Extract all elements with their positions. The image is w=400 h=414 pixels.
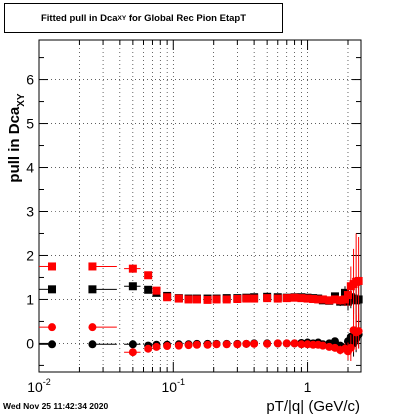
y-tick-label: 2 [26, 247, 34, 263]
data-point-circle [222, 340, 231, 349]
chart-title-main: Fitted pull in Dca [40, 12, 118, 24]
data-point-square [354, 276, 363, 285]
data-point-square [297, 294, 306, 303]
data-point-square [192, 295, 201, 304]
data-point-square [330, 295, 339, 304]
data-point-square [203, 295, 212, 304]
y-axis-label-main: pull in Dca [6, 106, 23, 183]
data-point-circle [263, 339, 272, 348]
data-point-circle [128, 348, 137, 357]
data-point-square [184, 295, 193, 304]
data-point-circle [48, 323, 57, 332]
data-point-square [174, 294, 183, 303]
data-point-square [152, 286, 161, 295]
chart-title-subscript: XY [117, 14, 127, 22]
data-point-square [343, 291, 352, 300]
series-2-circle [39, 321, 363, 357]
y-tick-label: 3 [26, 203, 34, 219]
x-tick-label-base: 1 [304, 379, 312, 395]
data-point-square [144, 271, 153, 280]
data-point-circle [203, 340, 212, 349]
data-point-square [163, 293, 172, 302]
data-point-square [88, 285, 97, 294]
data-point-circle [184, 341, 193, 350]
data-point-circle [144, 344, 153, 353]
grid-lines [38, 40, 361, 372]
data-point-square [144, 285, 153, 294]
x-tick-label-exponent: -1 [177, 377, 185, 387]
data-point-circle [354, 327, 363, 336]
y-tick-label: 1 [26, 291, 34, 307]
series-3-circle [39, 308, 363, 362]
data-point-square [314, 295, 323, 304]
data-point-circle [242, 339, 251, 348]
data-point-square [128, 264, 137, 273]
chart-title: Fitted pull in Dca XY for Global Rec Pion… [4, 3, 283, 33]
data-point-square [303, 294, 312, 303]
axes [38, 39, 362, 373]
x-tick-label-exponent: -2 [43, 377, 51, 387]
data-point-circle [318, 341, 327, 350]
data-point-circle [212, 340, 221, 349]
data-point-circle [163, 342, 172, 351]
data-point-circle [88, 323, 97, 332]
data-point-circle [346, 343, 355, 352]
data-point-circle [174, 341, 183, 350]
data-point-square [48, 262, 57, 271]
data-point-square [325, 296, 334, 305]
tick-marks [38, 40, 361, 372]
data-point-square [128, 282, 137, 291]
chart-title-tail: for Global Rec Pion EtapT [126, 12, 247, 24]
data-point-square [88, 262, 97, 271]
y-axis-label-group: pull in DcaXY [6, 93, 27, 183]
data-point-square [222, 295, 231, 304]
data-point-circle [282, 339, 291, 348]
data-point-square [242, 294, 251, 303]
y-axis-label-subscript: XY [16, 93, 27, 107]
x-tick-label-base: 10 [161, 379, 177, 395]
data-point-circle [330, 337, 339, 346]
y-tick-label: 5 [26, 116, 34, 132]
data-point-circle [233, 340, 242, 349]
data-point-circle [48, 340, 57, 349]
data-point-square [273, 294, 282, 303]
x-tick-label: 10-2 [27, 377, 51, 395]
y-tick-label: 4 [26, 160, 34, 176]
y-tick-label: 0 [26, 335, 34, 351]
data-point-circle [152, 342, 161, 351]
data-point-circle [192, 340, 201, 349]
y-tick-label: 6 [26, 72, 34, 88]
data-point-square [309, 295, 318, 304]
data-point-circle [128, 340, 137, 349]
data-point-square [250, 294, 259, 303]
data-point-square [336, 296, 345, 305]
data-point-square [290, 293, 299, 302]
data-point-circle [297, 340, 306, 349]
x-tick-label: 10-1 [161, 377, 185, 395]
x-axis-label: pT/|q| (GeV/c) [266, 398, 360, 414]
plot-frame [38, 39, 362, 373]
data-point-circle [250, 339, 259, 348]
data-series [39, 233, 363, 362]
data-point-square [212, 295, 221, 304]
data-point-square [263, 294, 272, 303]
data-point-square [233, 295, 242, 304]
timestamp: Wed Nov 25 11:42:34 2020 [3, 401, 109, 411]
data-point-square [318, 295, 327, 304]
data-point-circle [88, 340, 97, 349]
data-point-circle [273, 339, 282, 348]
y-axis-label: pull in DcaXY [6, 93, 27, 183]
x-tick-label-base: 10 [27, 379, 43, 395]
data-point-square [282, 294, 291, 303]
series-1-square [39, 233, 363, 331]
data-point-square [48, 285, 57, 294]
data-point-square [340, 295, 349, 304]
data-point-circle [290, 339, 299, 348]
x-tick-label: 1 [304, 379, 312, 395]
